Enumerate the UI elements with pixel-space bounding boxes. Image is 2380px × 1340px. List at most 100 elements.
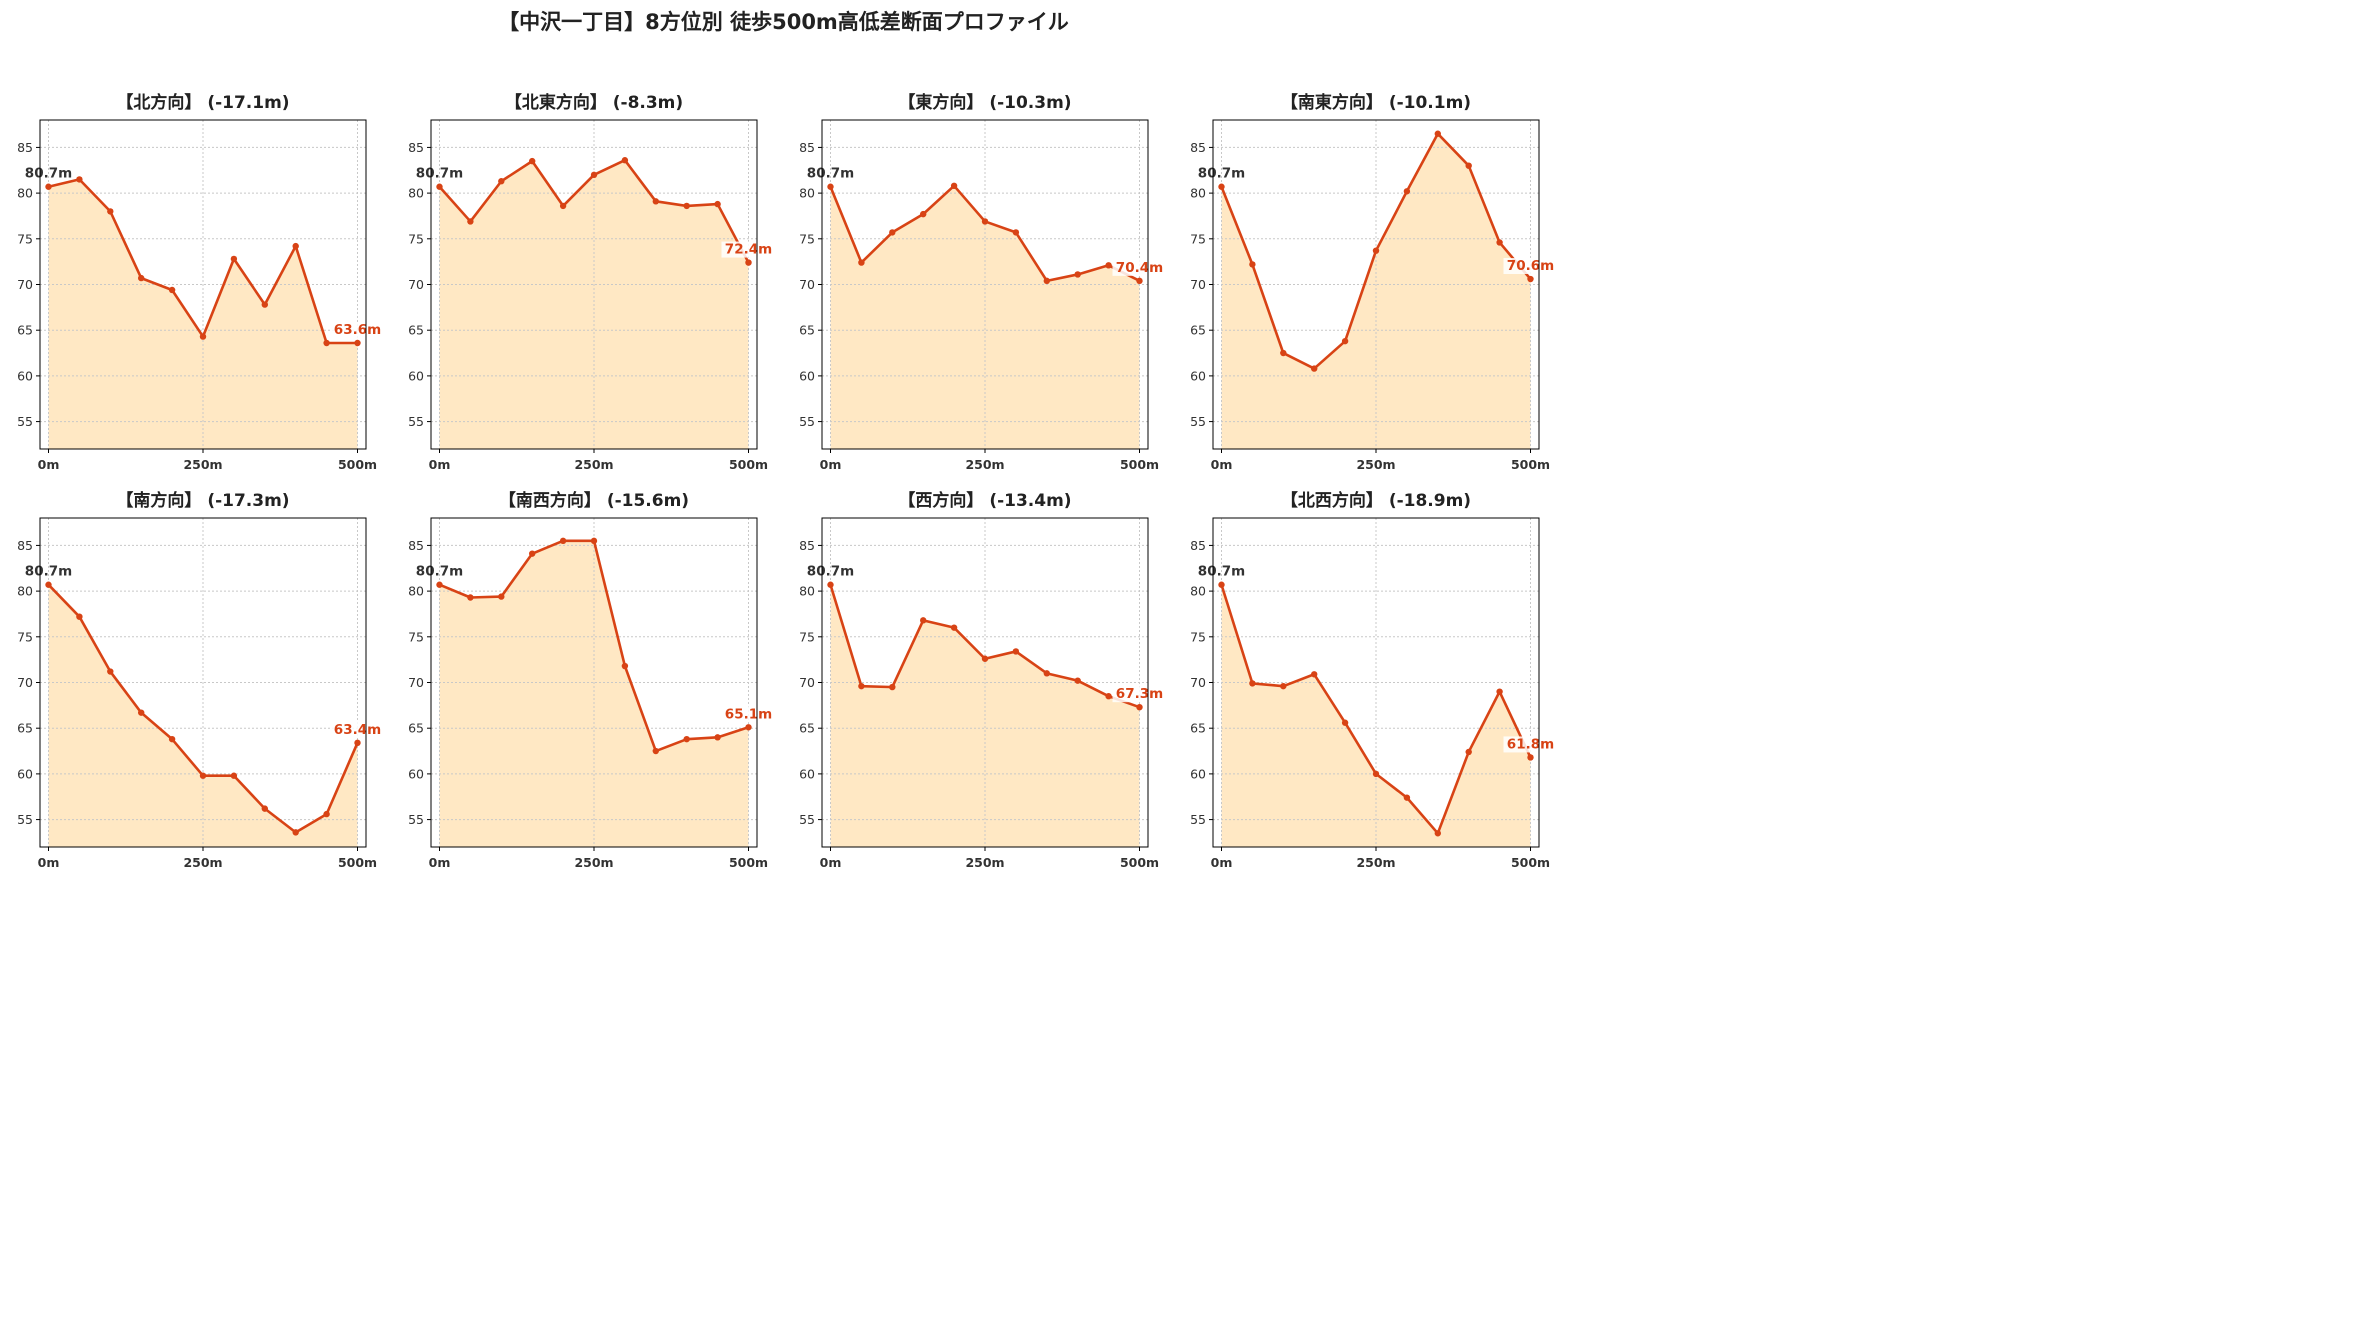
axes-frame	[821, 119, 1149, 450]
y-tick-label: 70	[799, 277, 815, 292]
area-fill	[1221, 584, 1531, 847]
y-tick-label: 85	[1190, 140, 1206, 155]
data-point	[76, 176, 83, 183]
data-point	[323, 810, 330, 818]
axes-frame	[1212, 119, 1540, 450]
data-point	[1218, 581, 1225, 588]
axes-frame	[1212, 517, 1540, 848]
end-label: 61.8m	[1507, 736, 1554, 752]
x-tick-label: 250m	[574, 855, 613, 870]
axes-frame	[430, 517, 758, 848]
end-label-backing	[1112, 259, 1167, 276]
data-point	[1372, 770, 1380, 778]
data-point	[529, 550, 536, 557]
x-tick-label: 250m	[183, 855, 222, 870]
data-point	[559, 537, 567, 545]
data-point	[745, 259, 752, 266]
data-point	[827, 581, 834, 588]
y-tick-label: 85	[1190, 538, 1206, 553]
data-point	[683, 202, 690, 210]
panel-title: 【南方向】 (-17.3m)	[116, 490, 289, 511]
y-tick-label: 65	[408, 323, 424, 338]
x-tick-label: 500m	[1511, 855, 1550, 870]
x-tick-label: 0m	[1211, 457, 1233, 472]
start-label: 80.7m	[1198, 166, 1245, 182]
x-tick-label: 0m	[820, 855, 842, 870]
panel-title: 【北方向】 (-17.1m)	[116, 92, 289, 113]
data-point	[199, 772, 207, 779]
y-tick-label: 55	[799, 414, 815, 429]
end-label: 63.6m	[334, 322, 381, 338]
data-point	[1043, 670, 1051, 677]
y-tick-label: 80	[799, 186, 815, 201]
y-tick-label: 65	[799, 721, 815, 736]
data-point	[1403, 794, 1411, 801]
data-point	[920, 210, 927, 218]
y-tick-label: 55	[17, 812, 33, 827]
data-point	[652, 747, 659, 755]
y-tick-label: 85	[17, 140, 33, 155]
y-tick-label: 60	[408, 766, 424, 781]
data-point	[1012, 648, 1020, 655]
panel-title: 【西方向】 (-13.4m)	[898, 490, 1071, 511]
data-point	[590, 537, 598, 545]
data-point	[827, 183, 834, 190]
panel-2: 【東方向】 (-10.3m) 55 60 65 70 75 80 85 0m 250m 500m 80…	[799, 92, 1167, 472]
data-point	[168, 286, 176, 294]
data-point	[45, 581, 52, 588]
y-tick-label: 65	[17, 323, 33, 338]
data-point	[981, 655, 989, 662]
y-tick-label: 60	[408, 368, 424, 383]
y-tick-label: 60	[799, 368, 815, 383]
y-tick-label: 80	[1190, 584, 1206, 599]
end-label: 70.6m	[1507, 258, 1554, 274]
x-tick-label: 0m	[429, 855, 451, 870]
data-point	[138, 274, 145, 282]
end-label-backing	[721, 706, 776, 723]
y-tick-label: 75	[1190, 231, 1206, 246]
end-label: 70.4m	[1116, 260, 1163, 276]
y-tick-label: 55	[408, 414, 424, 429]
data-point	[1311, 365, 1318, 372]
data-point	[590, 171, 598, 179]
panel-3: 【南東方向】 (-10.1m) 55 60 65 70 75 80 85 0m 250m 500m 8…	[1190, 92, 1558, 472]
x-tick-label: 0m	[1211, 855, 1233, 870]
y-tick-label: 75	[799, 231, 815, 246]
panel-title: 【東方向】 (-10.3m)	[898, 92, 1071, 113]
data-point	[652, 198, 659, 205]
data-point	[683, 735, 690, 743]
x-tick-label: 250m	[1356, 855, 1395, 870]
y-tick-label: 65	[17, 721, 33, 736]
data-point	[950, 624, 958, 631]
data-point	[1496, 688, 1503, 695]
data-point	[1403, 188, 1411, 195]
x-tick-label: 500m	[1120, 855, 1159, 870]
y-tick-label: 85	[799, 538, 815, 553]
y-tick-label: 75	[17, 231, 33, 246]
end-label-backing	[1112, 686, 1167, 703]
data-point	[1136, 277, 1143, 285]
x-tick-label: 500m	[1511, 457, 1550, 472]
data-point	[138, 709, 145, 716]
y-tick-label: 60	[17, 766, 33, 781]
y-tick-label: 55	[1190, 812, 1206, 827]
y-tick-label: 60	[799, 766, 815, 781]
panel-title: 【南東方向】 (-10.1m)	[1281, 92, 1471, 113]
data-point	[498, 178, 505, 185]
y-tick-label: 55	[17, 414, 33, 429]
data-point	[1372, 247, 1380, 254]
data-point	[1341, 719, 1349, 726]
data-point	[889, 229, 896, 236]
data-point	[1074, 677, 1081, 684]
data-point	[76, 613, 83, 620]
panel-4: 【南方向】 (-17.3m) 55 60 65 70 75 80 85 0m 250m 500m 80…	[17, 490, 385, 870]
data-point	[1341, 337, 1349, 345]
data-point	[45, 183, 52, 190]
y-tick-label: 75	[408, 629, 424, 644]
start-label: 80.7m	[25, 166, 72, 182]
data-point	[354, 739, 361, 747]
y-tick-label: 55	[799, 812, 815, 827]
x-tick-label: 500m	[338, 855, 377, 870]
x-tick-label: 500m	[729, 855, 768, 870]
y-tick-label: 55	[1190, 414, 1206, 429]
